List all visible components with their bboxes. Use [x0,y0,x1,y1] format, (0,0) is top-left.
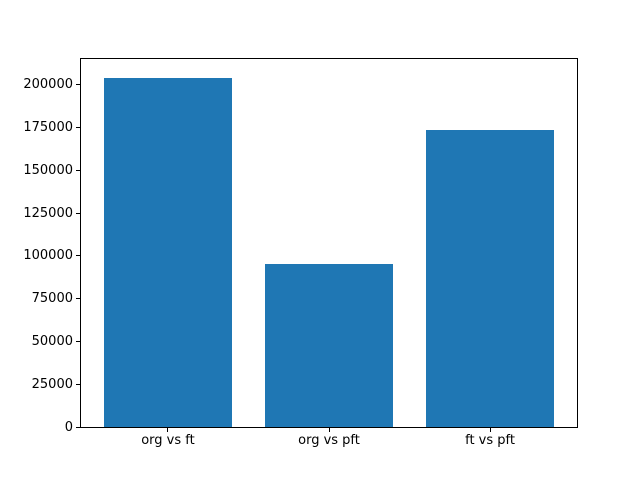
x-tick-label: org vs ft [141,433,195,448]
bar-ft-vs-pft [425,130,555,427]
y-tick-label: 200000 [23,77,73,93]
y-tick-mark [76,169,80,171]
y-tick-label: 100000 [23,248,73,264]
y-tick-mark [76,255,80,257]
y-tick-label: 175000 [23,119,73,135]
y-tick-mark [76,383,80,385]
y-tick-mark [76,298,80,300]
y-tick-label: 75000 [31,291,73,307]
x-tick-mark [489,428,491,432]
x-tick-mark [167,428,169,432]
y-tick-label: 25000 [31,376,73,392]
y-tick-label: 50000 [31,333,73,349]
y-tick-label: 125000 [23,205,73,221]
y-tick-mark [76,426,80,428]
x-tick-label: ft vs pft [465,433,515,448]
y-tick-label: 150000 [23,162,73,178]
bar-org-vs-ft [103,77,233,427]
y-tick-label: 0 [64,419,73,435]
y-tick-mark [76,84,80,86]
y-tick-mark [76,126,80,128]
x-tick-mark [328,428,330,432]
bar-org-vs-pft [264,264,394,427]
plot-area: 0 25000 50000 75000 100000 125000 150000 175000… [23,58,578,447]
x-tick-label: org vs pft [298,433,360,448]
y-tick-mark [76,212,80,214]
y-tick-mark [76,340,80,342]
